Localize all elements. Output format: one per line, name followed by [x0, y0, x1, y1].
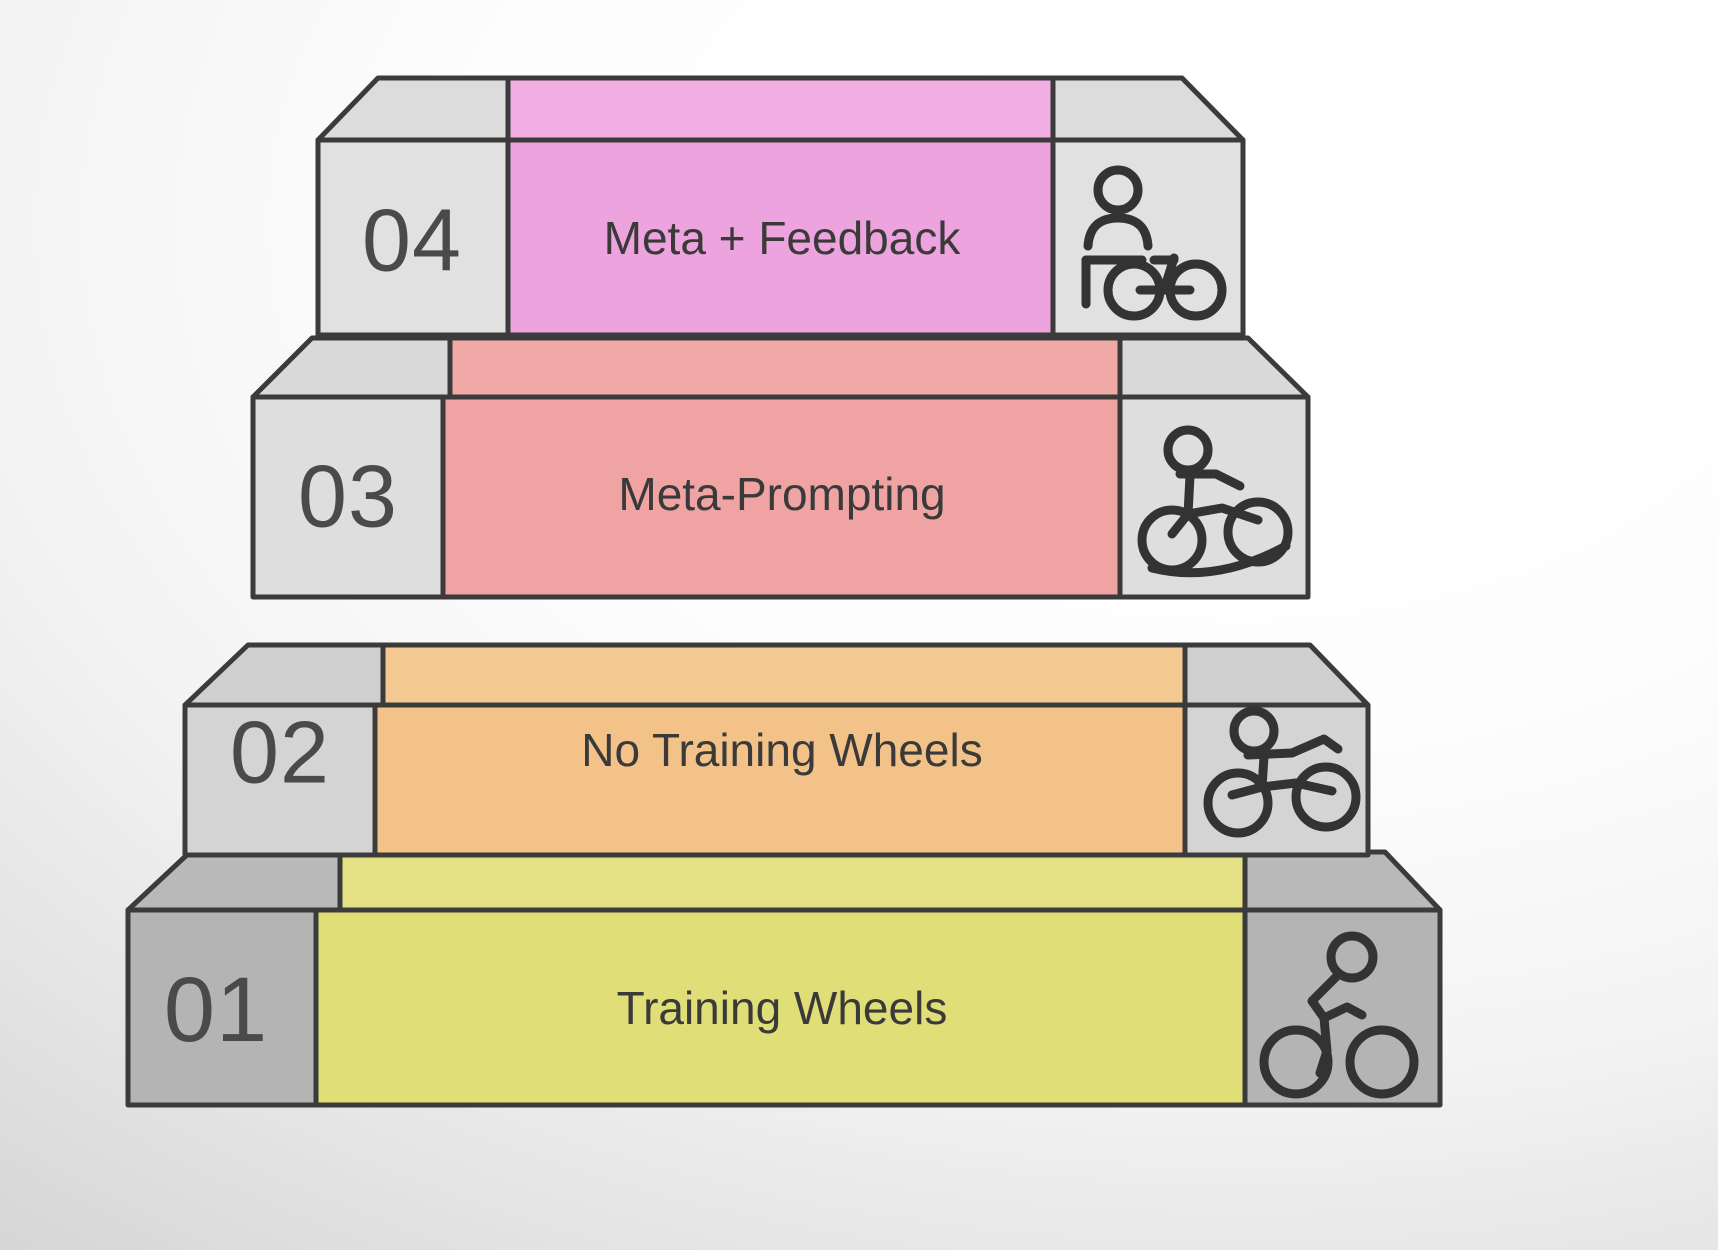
step-04-label: Meta + Feedback — [604, 212, 962, 264]
step-02-panel-face — [372, 702, 1188, 858]
cyclist-riding-uphill-icon — [1137, 425, 1293, 578]
step-03-icon-block-top — [1117, 335, 1311, 400]
step-03[interactable]: 03 Meta-Prompting — [250, 335, 1311, 600]
step-01-number-block-top — [125, 849, 343, 913]
step-04-panel-face — [505, 137, 1056, 338]
step-02-number-block-face — [182, 702, 378, 858]
step-01-number: 01 — [164, 959, 268, 1061]
step-04-number-block-top — [315, 75, 511, 143]
cyclist-sprinting-icon — [1259, 931, 1419, 1099]
step-03-panel-top — [447, 335, 1123, 400]
cyclist-leaning-forward-icon — [1203, 706, 1361, 838]
step-02[interactable]: 02 No Training Wheels — [182, 642, 1371, 858]
step-01-panel-face — [313, 907, 1248, 1108]
step-04[interactable]: 04 Meta + Feedback — [315, 75, 1246, 338]
step-04-icon-block-top — [1050, 75, 1246, 143]
step-03-number: 03 — [298, 447, 398, 546]
step-03-number-block-top — [250, 335, 453, 400]
step-02-number-block-top — [182, 642, 386, 708]
step-02-icon-block-top — [1182, 642, 1371, 708]
step-03-number-block-face — [250, 394, 446, 600]
step-03-label: Meta-Prompting — [618, 468, 945, 520]
step-02-number: 02 — [230, 703, 330, 802]
person-standing-with-bicycle-icon — [1081, 165, 1227, 321]
step-02-label: No Training Wheels — [581, 724, 982, 776]
step-01-number-block-face — [125, 907, 319, 1108]
step-01-label: Training Wheels — [617, 982, 948, 1034]
step-04-number: 04 — [362, 191, 462, 290]
step-04-number-block-face — [315, 137, 511, 338]
step-01[interactable]: 01 Training Wheels — [125, 849, 1443, 1108]
step-02-panel-top — [380, 642, 1188, 708]
step-01-icon-block-top — [1242, 849, 1443, 913]
step-04-panel-top — [505, 75, 1056, 143]
step-01-panel-top — [337, 849, 1248, 913]
